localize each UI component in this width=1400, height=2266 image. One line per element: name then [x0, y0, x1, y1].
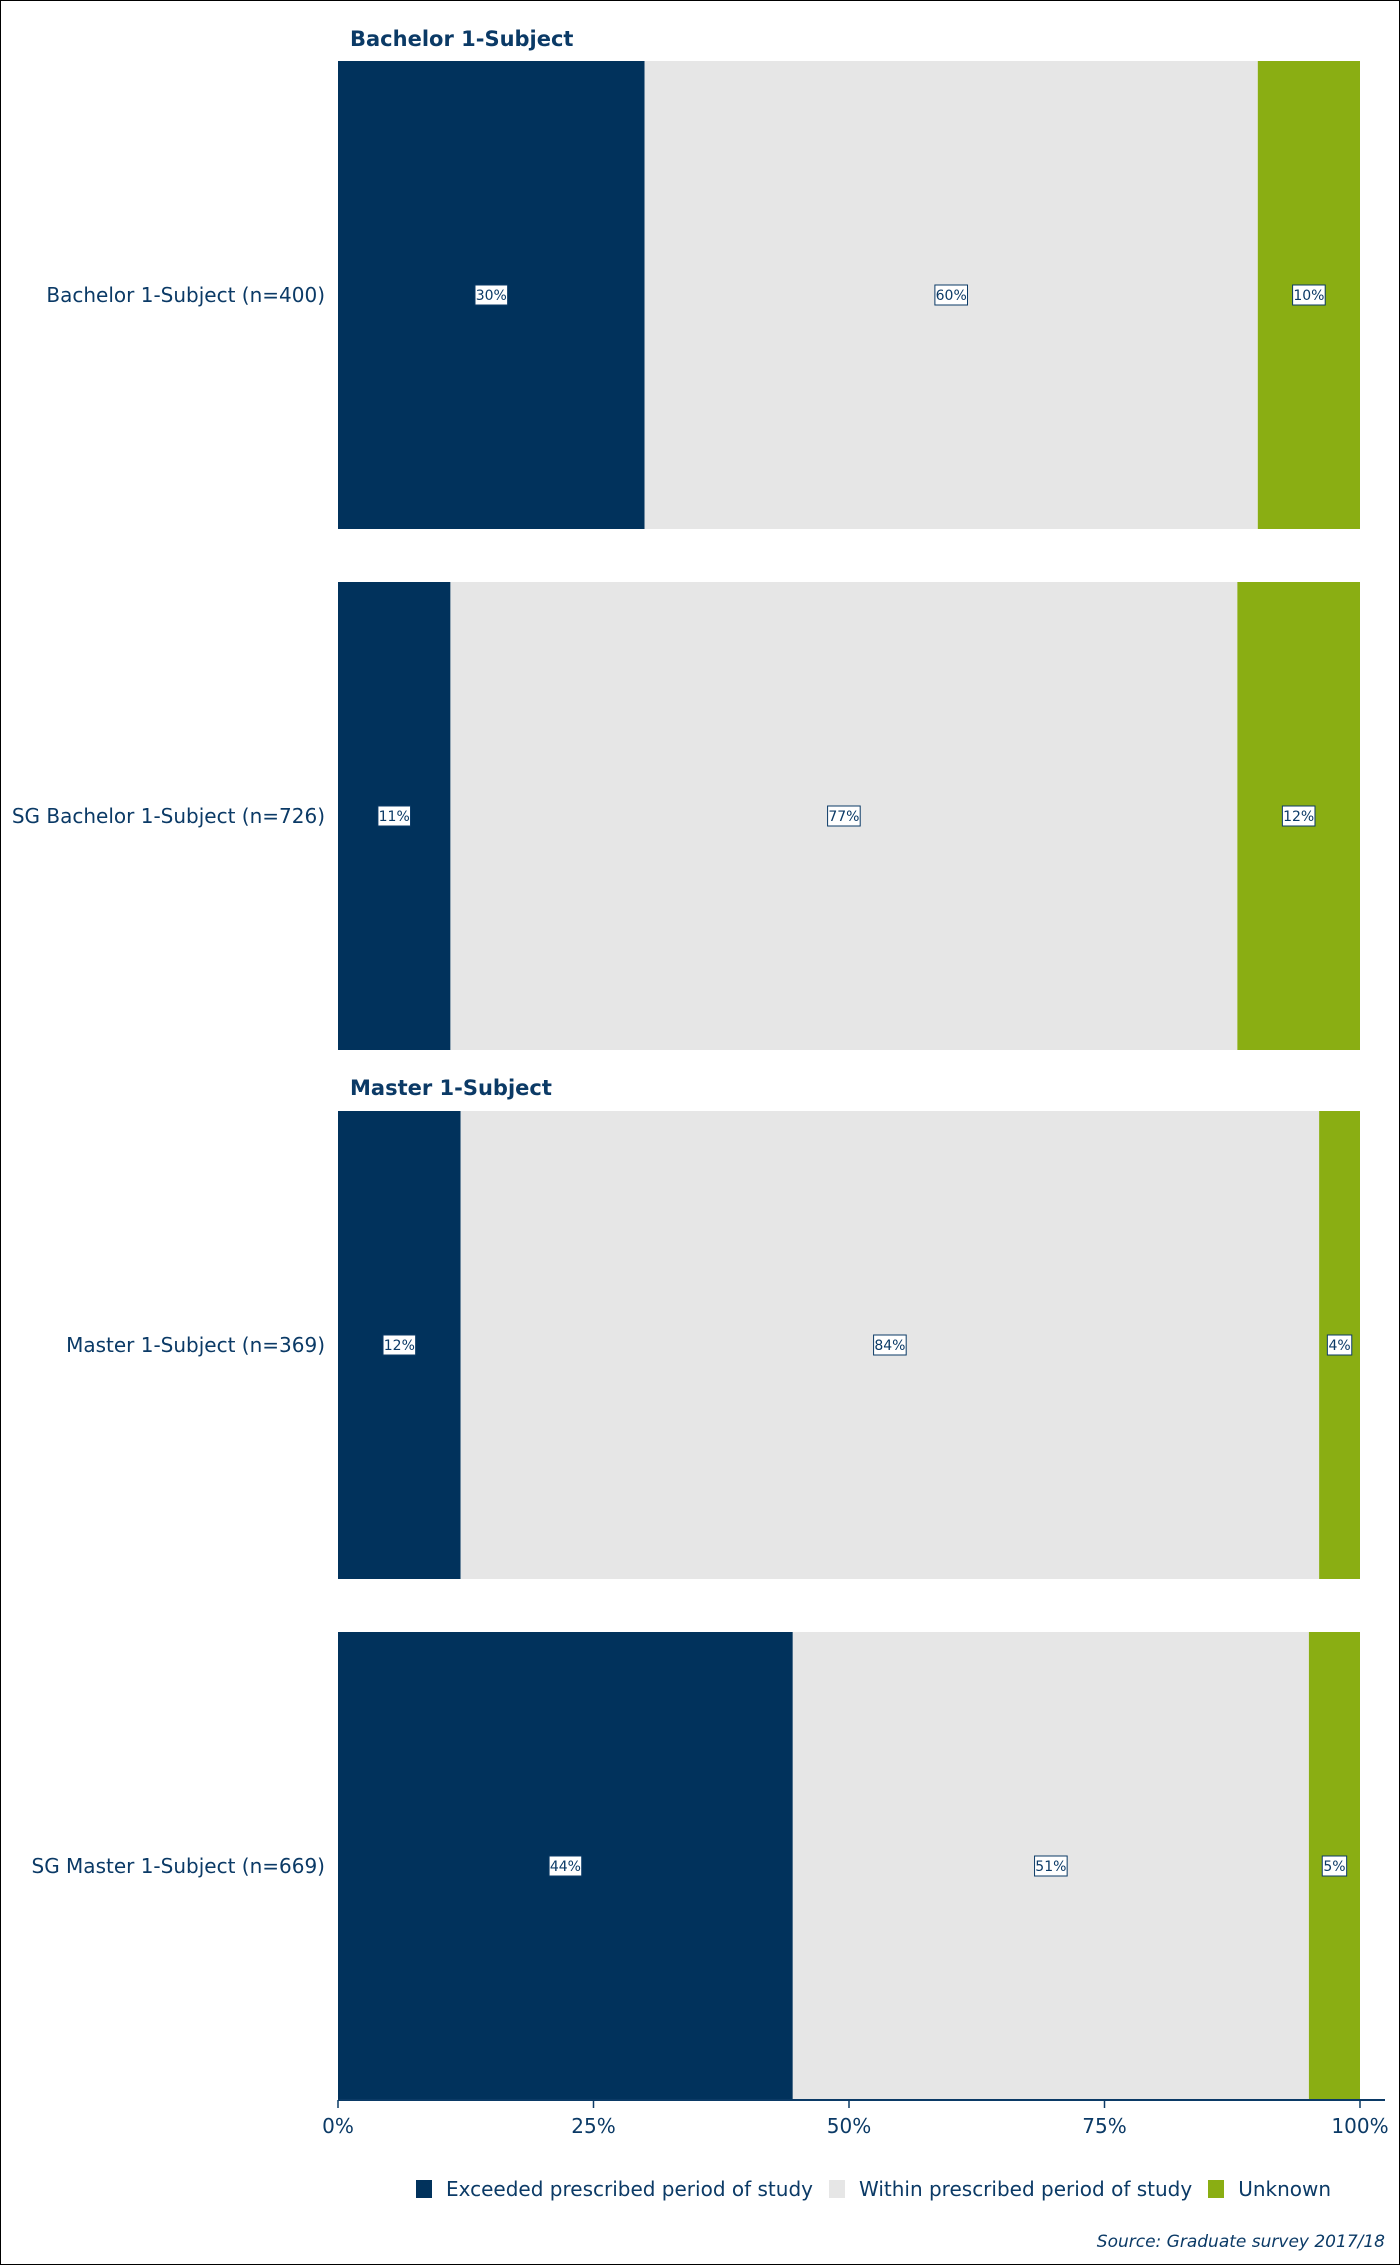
data-label-box: [382, 1334, 417, 1356]
data-label-box: [1326, 1334, 1353, 1356]
legend-swatch-within: [828, 2180, 845, 2198]
x-tick-label: 25%: [571, 2114, 615, 2138]
panel-title: Bachelor 1-Subject: [350, 27, 573, 51]
x-tick-label: 75%: [1082, 2114, 1126, 2138]
data-label: 77%: [828, 809, 859, 825]
data-label-box: [474, 284, 509, 306]
row-label: Bachelor 1-Subject (n=400): [46, 283, 325, 307]
data-label: 51%: [1035, 1859, 1066, 1875]
data-label: 12%: [384, 1338, 415, 1354]
row-label: Master 1-Subject (n=369): [66, 1333, 325, 1357]
data-label: 30%: [476, 288, 507, 304]
panel-title: Master 1-Subject: [350, 1076, 552, 1100]
data-label: 84%: [874, 1338, 905, 1354]
data-label-box: [934, 284, 969, 306]
data-label: 12%: [1283, 809, 1314, 825]
row-label: SG Bachelor 1-Subject (n=726): [12, 804, 325, 828]
data-label-box: [1292, 284, 1326, 306]
legend-item-unknown: Unknown: [1208, 2177, 1331, 2201]
legend-swatch-unknown: [1208, 2180, 1225, 2198]
row-label: SG Master 1-Subject (n=669): [32, 1854, 326, 1878]
x-tick-label: 0%: [322, 2114, 354, 2138]
legend-label-unknown: Unknown: [1238, 2177, 1332, 2201]
data-label: 5%: [1323, 1859, 1345, 1875]
legend-item-within: Within prescribed period of study: [828, 2177, 1193, 2201]
data-label-box: [873, 1334, 907, 1356]
legend-swatch-exceeded: [416, 2180, 432, 2198]
data-label: 4%: [1328, 1338, 1350, 1354]
data-label-box: [377, 805, 412, 827]
data-label: 44%: [550, 1859, 581, 1875]
legend: Exceeded prescribed period of study With…: [416, 2177, 1347, 2201]
legend-label-within: Within prescribed period of study: [858, 2177, 1193, 2201]
x-tick-label: 100%: [1331, 2114, 1388, 2138]
data-label-box: [548, 1855, 583, 1877]
data-label-box: [827, 805, 861, 827]
x-tick-label: 50%: [827, 2114, 871, 2138]
legend-item-exceeded: Exceeded prescribed period of study: [416, 2177, 813, 2201]
data-label-box: [1321, 1855, 1348, 1877]
data-label: 10%: [1293, 288, 1324, 304]
data-label-box: [1034, 1855, 1068, 1877]
source-note: Source: Graduate survey 2017/18: [1096, 2232, 1385, 2252]
legend-label-exceeded: Exceeded prescribed period of study: [446, 2177, 813, 2201]
data-label-box: [1281, 805, 1316, 827]
data-label: 60%: [936, 288, 967, 304]
data-label: 11%: [379, 809, 410, 825]
